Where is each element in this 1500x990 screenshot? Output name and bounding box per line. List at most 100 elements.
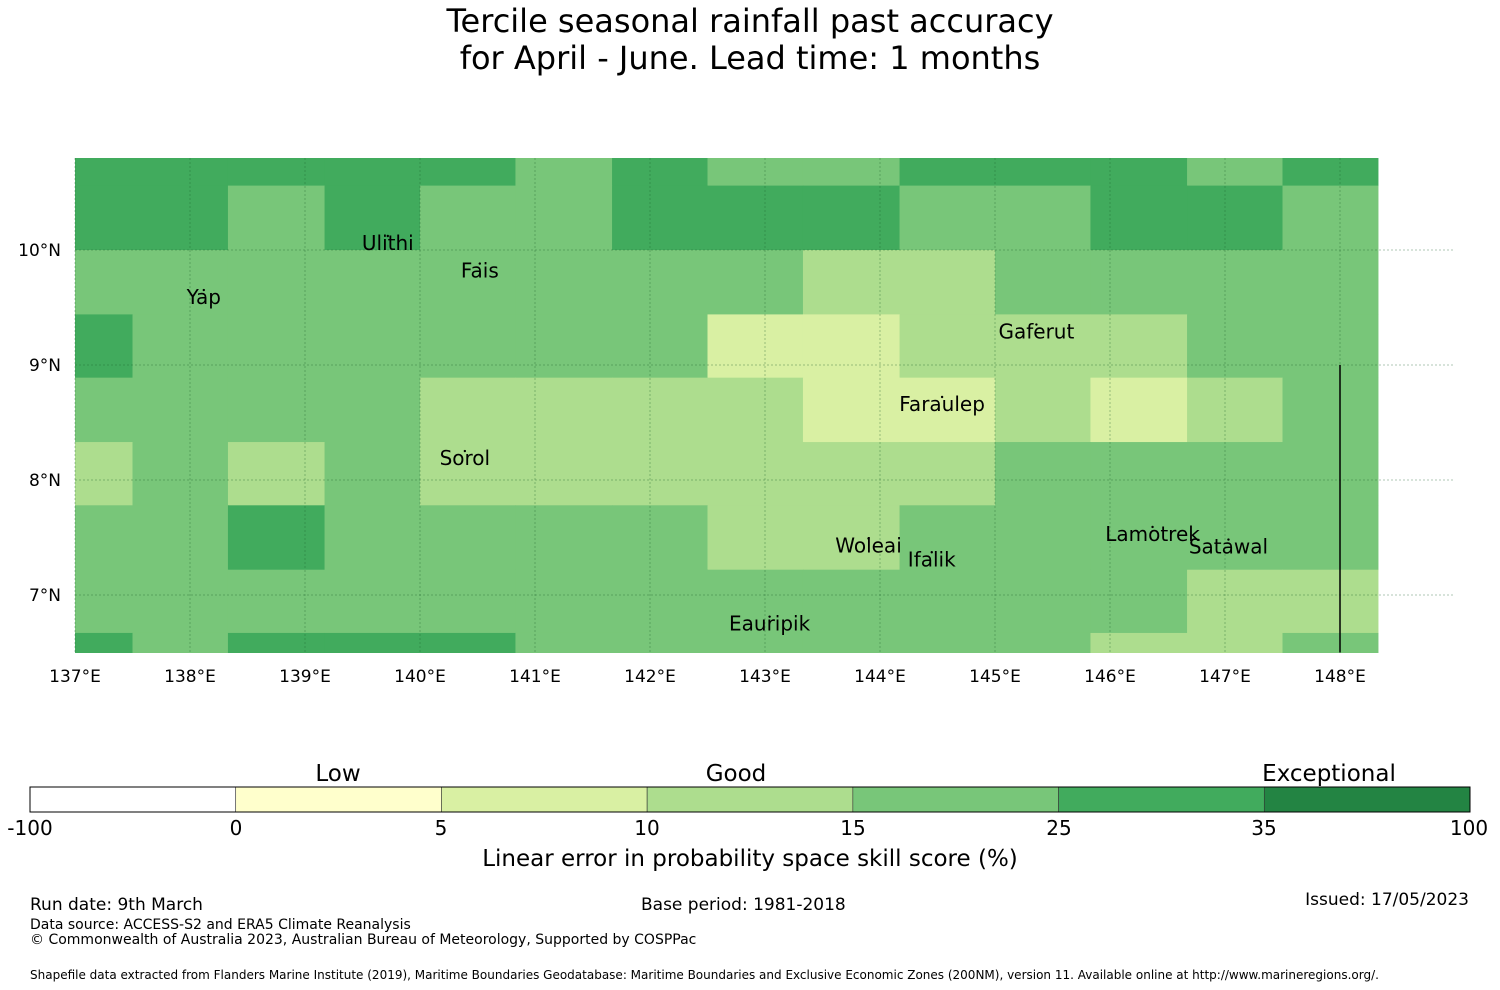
skill-cell [1090,569,1188,634]
island-marker [930,551,933,554]
skill-cell [1090,158,1188,187]
colorbar-swatch [441,786,648,813]
data-source: Data source: ACCESS-S2 and ERA5 Climate … [30,917,411,933]
skill-cell [1187,632,1283,653]
colorbar-tick: 25 [1046,816,1072,840]
skill-cell [324,632,421,653]
skill-cell [1090,632,1188,653]
skill-cell [612,185,708,251]
skill-cell [1187,185,1283,251]
skill-cell [420,250,516,315]
skill-cell [75,250,133,315]
colorbar-swatch [852,786,1059,813]
graticule [74,158,1455,653]
skill-cell [515,185,613,251]
colorbar-frame [29,786,1471,813]
skill-cell [515,377,613,443]
colorbar-tick: 15 [840,816,866,840]
skill-cell [707,569,804,634]
skill-cell [899,505,996,571]
skill-cell [515,250,613,315]
base-period: Base period: 1981-2018 [641,895,846,915]
skill-cell [132,377,229,443]
skill-cell [1282,505,1379,571]
skill-cell [1282,158,1379,187]
skill-cell [75,632,133,653]
skill-cell [324,185,421,251]
skill-cell [1187,314,1283,379]
longitude-tick-label: 147°E [1199,667,1251,687]
skill-cell [1282,632,1379,653]
skill-cell [707,442,804,506]
skill-cell [132,314,229,379]
skill-cell [1282,314,1379,379]
skill-cell [515,158,613,187]
skill-cell [707,377,804,443]
skill-cell [899,314,996,379]
latitude-tick-label: 7°N [29,586,61,606]
map-title-line2: for April - June. Lead time: 1 months [459,39,1041,77]
skill-cell [1187,250,1283,315]
skill-cell [1090,185,1188,251]
skill-cell [1282,185,1379,251]
colorbar-label-exceptional: Exceptional [1262,761,1396,787]
skill-cell [324,250,421,315]
skill-cell [995,632,1091,653]
colorbar-tick: 35 [1251,816,1277,840]
colorbar-title: Linear error in probability space skill … [482,846,1018,872]
skill-cell [995,442,1091,506]
latitude-tick-label: 8°N [29,471,61,491]
colorbar [29,786,1471,813]
longitude-tick-label: 145°E [969,667,1021,687]
skill-cell [899,442,996,506]
skill-cell [995,158,1091,187]
colorbar-label-good: Good [705,761,767,787]
skill-cell [420,158,516,187]
skill-cell [707,632,804,653]
skill-cell [324,442,421,506]
skill-cell [802,314,901,379]
skill-cell [995,185,1091,251]
island-marker [478,262,481,265]
skill-cell [707,185,804,251]
run-date: Run date: 9th March [30,895,203,915]
colorbar-tick: 10 [634,816,660,840]
place-label: Woleai [835,533,902,557]
colorbar-swatch [1058,786,1265,813]
colorbar-swatch [646,786,854,813]
skill-cell [420,377,516,443]
skill-cell [324,505,421,571]
skill-cell [802,250,901,315]
place-label: Fais [461,259,499,283]
longitude-tick-label: 138°E [164,667,216,687]
place-label: Ifalik [908,547,956,571]
longitude-tick-label: 141°E [509,667,561,687]
skill-cell [995,250,1091,315]
skill-cell [899,377,996,443]
skill-cell [612,377,708,443]
skill-cell [132,158,229,187]
skill-cell [132,632,229,653]
island-marker [940,395,944,399]
place-label: Lamotrek [1105,522,1200,546]
island-marker [202,288,205,292]
skill-cell [802,442,901,506]
skill-cell [802,505,901,571]
skill-cell [132,185,229,251]
colorbar-swatch [29,786,237,813]
skill-cell [75,185,133,251]
skill-cell [802,158,901,187]
skill-cell [324,314,421,379]
skill-cell [75,377,133,443]
skill-cell [1187,377,1283,443]
skill-cell [612,505,708,571]
skill-cell [420,442,516,506]
skill-cell [515,442,613,506]
skill-cell [227,442,326,506]
longitude-tick-label: 146°E [1084,667,1136,687]
colorbar-tick: -100 [7,816,53,840]
skill-cell [1187,505,1283,571]
skill-cell [324,158,421,187]
longitude-tick-label: 139°E [279,667,331,687]
